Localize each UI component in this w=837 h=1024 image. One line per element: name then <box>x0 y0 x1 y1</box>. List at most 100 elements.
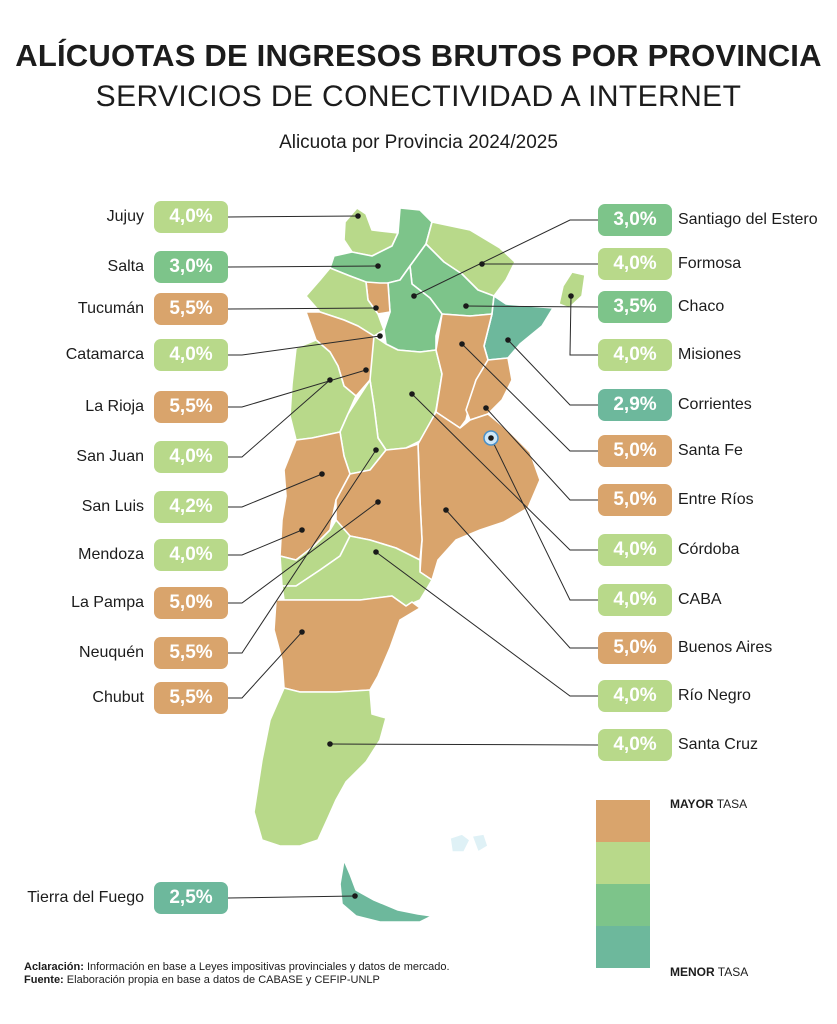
neuquen-dot <box>373 447 379 453</box>
san-juan-leader-line <box>228 379 331 458</box>
la-pampa-rate-badge: 5,0% <box>154 587 228 619</box>
province-santacruz <box>253 687 387 847</box>
entre-rios-leader-line <box>485 407 598 501</box>
la-pampa-label: La Pampa <box>71 594 144 611</box>
province-santiago <box>383 265 443 353</box>
san-luis-dot <box>319 471 325 477</box>
corrientes-dot <box>505 337 511 343</box>
caba-dot <box>488 435 494 441</box>
tucuman-dot <box>373 305 379 311</box>
caba-label: CABA <box>678 591 722 608</box>
la-rioja-leader-line <box>228 369 367 408</box>
province-tierradelfuego <box>339 859 433 923</box>
neuquen-label: Neuquén <box>79 644 144 661</box>
province-misiones <box>558 271 586 309</box>
buenos-aires-dot <box>443 507 449 513</box>
santiago-del-estero-label: Santiago del Estero <box>678 211 818 228</box>
misiones-rate-badge: 4,0% <box>598 339 672 371</box>
santiago-del-estero-leader-line <box>413 219 598 297</box>
main-subtitle: SERVICIOS DE CONECTIVIDAD A INTERNET <box>95 80 742 113</box>
tierra-del-fuego-leader-line <box>227 895 356 899</box>
neuquen-leader-line <box>228 449 377 654</box>
tucuman-rate-badge: 5,5% <box>154 293 228 325</box>
catamarca-label: Catamarca <box>65 346 144 363</box>
corrientes-leader-line <box>507 339 598 406</box>
la-pampa-dot <box>375 499 381 505</box>
buenos-aires-label: Buenos Aires <box>678 639 773 656</box>
legend-swatch-2 <box>596 842 650 884</box>
santa-fe-rate-badge: 5,0% <box>598 435 672 467</box>
san-juan-label: San Juan <box>76 448 144 465</box>
mendoza-dot <box>299 527 305 533</box>
entre-rios-dot <box>483 405 489 411</box>
chubut-label: Chubut <box>92 689 144 706</box>
chaco-dot <box>463 303 469 309</box>
cordoba-rate-badge: 4,0% <box>598 534 672 566</box>
santa-fe-dot <box>459 341 465 347</box>
chaco-rate-badge: 3,5% <box>598 291 672 323</box>
misiones-leader-line <box>569 295 598 356</box>
legend-bottom-label: MENOR TASA <box>670 965 749 979</box>
jujuy-leader-line <box>227 215 359 218</box>
chubut-rate-badge: 5,5% <box>154 682 228 714</box>
neuquen-rate-badge: 5,5% <box>154 637 228 669</box>
la-rioja-dot <box>363 367 369 373</box>
formosa-label: Formosa <box>678 255 742 272</box>
salta-dot <box>375 263 381 269</box>
caption: Alicuota por Provincia 2024/2025 <box>279 132 558 153</box>
province-chubut <box>273 595 421 693</box>
san-juan-dot <box>327 377 333 383</box>
islas-malvinas-shape <box>471 833 489 853</box>
santa-fe-label: Santa Fe <box>678 442 743 459</box>
salta-label: Salta <box>107 258 144 275</box>
legend-swatch-3 <box>596 884 650 926</box>
entre-rios-label: Entre Ríos <box>678 491 754 508</box>
la-rioja-label: La Rioja <box>85 398 144 415</box>
legend-swatch-4 <box>596 926 650 968</box>
chubut-leader-line <box>228 631 303 699</box>
main-title: ALÍCUOTAS DE INGRESOS BRUTOS POR PROVINC… <box>15 38 822 73</box>
chaco-label: Chaco <box>678 298 725 315</box>
salta-rate-badge: 3,0% <box>154 251 228 283</box>
la-rioja-rate-badge: 5,5% <box>154 391 228 423</box>
tierra-del-fuego-label: Tierra del Fuego <box>27 889 144 906</box>
cordoba-dot <box>409 391 415 397</box>
cordoba-leader-line <box>411 393 598 551</box>
aclaracion-note: Aclaración: Información en base a Leyes … <box>24 961 450 973</box>
santiago-del-estero-dot <box>411 293 417 299</box>
santa-cruz-leader-line <box>329 743 599 746</box>
corrientes-label: Corrientes <box>678 396 752 413</box>
mendoza-rate-badge: 4,0% <box>154 539 228 571</box>
san-luis-rate-badge: 4,2% <box>154 491 228 523</box>
misiones-label: Misiones <box>678 346 742 363</box>
caba-leader-line <box>490 437 598 601</box>
tierra-del-fuego-dot <box>352 893 358 899</box>
jujuy-dot <box>355 213 361 219</box>
legend-top-label: MAYOR TASA <box>670 797 748 811</box>
tucuman-leader-line <box>227 307 377 310</box>
cordoba-label: Córdoba <box>678 541 740 558</box>
caba-rate-badge: 4,0% <box>598 584 672 616</box>
san-luis-leader-line <box>228 473 323 508</box>
jujuy-label: Jujuy <box>106 208 144 225</box>
santa-fe-leader-line <box>461 343 598 452</box>
santa-cruz-dot <box>327 741 333 747</box>
legend-swatch-1 <box>596 800 650 842</box>
catamarca-rate-badge: 4,0% <box>154 339 228 371</box>
salta-leader-line <box>227 265 379 268</box>
santiago-del-estero-rate-badge: 3,0% <box>598 204 672 236</box>
islas-malvinas-shape <box>449 833 471 853</box>
san-juan-rate-badge: 4,0% <box>154 441 228 473</box>
la-pampa-leader-line <box>228 501 379 604</box>
chaco-leader-line <box>465 305 599 308</box>
formosa-rate-badge: 4,0% <box>598 248 672 280</box>
tierra-del-fuego-rate-badge: 2,5% <box>154 882 228 914</box>
rio-negro-label: Río Negro <box>678 687 751 704</box>
tucuman-label: Tucumán <box>77 300 144 317</box>
mendoza-leader-line <box>228 529 303 556</box>
fuente-note: Fuente: Elaboración propia en base a dat… <box>24 974 380 986</box>
formosa-dot <box>479 261 485 267</box>
santa-cruz-label: Santa Cruz <box>678 736 759 753</box>
entre-rios-rate-badge: 5,0% <box>598 484 672 516</box>
